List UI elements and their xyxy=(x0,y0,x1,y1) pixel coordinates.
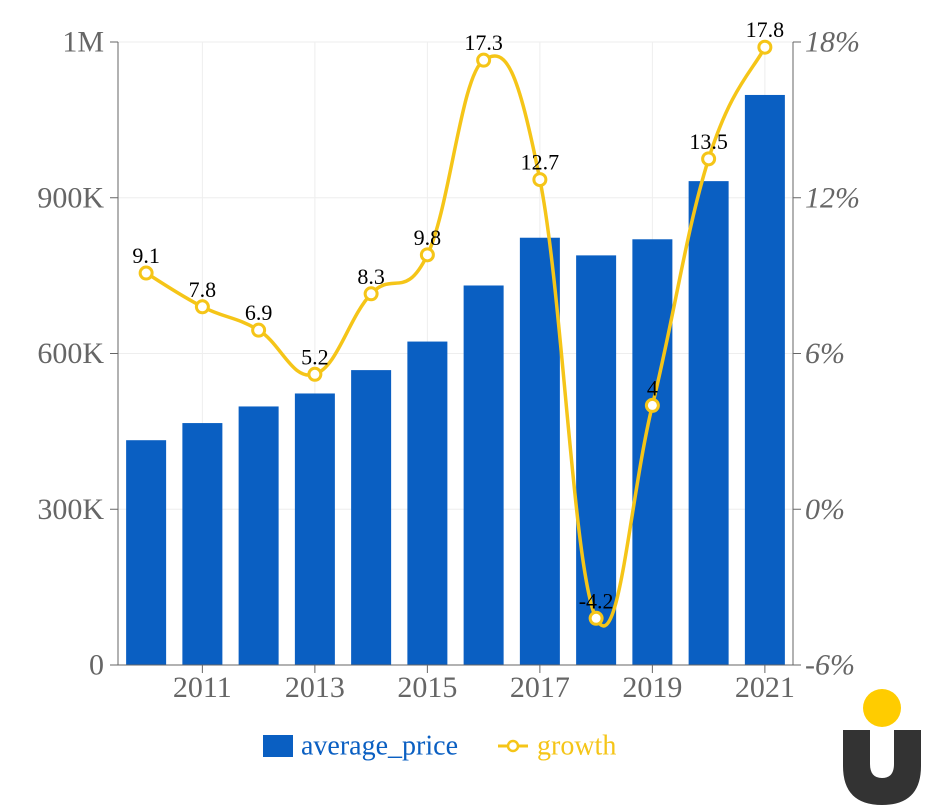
growth-point xyxy=(701,151,717,167)
legend[interactable]: average_price growth xyxy=(263,731,616,762)
logo-dot xyxy=(863,689,901,727)
bar xyxy=(238,406,279,665)
x-tick-label: 2013 xyxy=(285,671,345,704)
growth-data-label: 13.5 xyxy=(689,129,728,154)
growth-point xyxy=(644,397,660,413)
growth-point xyxy=(138,265,154,281)
bar xyxy=(688,181,729,666)
growth-data-label: 5.2 xyxy=(301,344,329,369)
growth-point xyxy=(476,52,492,68)
bar xyxy=(519,237,560,665)
y-right-tick-label: 18% xyxy=(805,26,860,59)
growth-data-label: -4.2 xyxy=(579,588,614,613)
growth-point xyxy=(307,366,323,382)
bar xyxy=(126,440,167,665)
bar xyxy=(351,370,392,665)
legend-swatch-average-price xyxy=(263,735,293,757)
growth-data-label: 17.3 xyxy=(464,30,503,55)
growth-point xyxy=(757,39,773,55)
bar xyxy=(407,341,448,665)
logo-body xyxy=(843,730,921,805)
y-right-tick-label: -6% xyxy=(805,649,855,682)
labels-layer: 9.1 7.8 6.9 5.2 8.3 9.8 17.3 12.7 -4.2 4 13.5 17.8 xyxy=(132,17,784,613)
growth-data-label: 8.3 xyxy=(357,264,385,289)
y-left-tick-label: 0 xyxy=(89,649,104,682)
legend-label-growth: growth xyxy=(537,731,616,762)
bar xyxy=(294,393,335,665)
legend-item-growth[interactable]: growth xyxy=(498,731,616,762)
y-right-tick-label: 0% xyxy=(805,493,845,526)
y-left-tick-label: 900K xyxy=(37,181,104,214)
legend-item-average-price[interactable]: average_price xyxy=(263,731,458,762)
bar xyxy=(632,239,673,666)
bars-layer xyxy=(126,94,785,666)
growth-data-label: 17.8 xyxy=(746,17,785,42)
growth-point xyxy=(588,610,604,626)
bar xyxy=(463,285,504,665)
y-left-tick-label: 300K xyxy=(37,493,104,526)
y-right-tick-label: 6% xyxy=(805,337,845,370)
growth-data-label: 6.9 xyxy=(245,300,273,325)
growth-point xyxy=(194,299,210,315)
growth-point xyxy=(532,172,548,188)
bar xyxy=(182,423,223,665)
x-tick-label: 2019 xyxy=(622,671,682,704)
y-left-tick-label: 1M xyxy=(62,26,104,59)
growth-line xyxy=(145,46,767,628)
growth-data-label: 12.7 xyxy=(521,150,560,175)
growth-data-label: 9.1 xyxy=(132,243,160,268)
y-left-tick-label: 600K xyxy=(37,337,104,370)
line-layer xyxy=(138,39,773,628)
brand-logo xyxy=(843,689,921,805)
x-tick-label: 2021 xyxy=(735,671,795,704)
x-tick-label: 2017 xyxy=(510,671,570,704)
axes-layer: 0 300K 600K 900K 1M -6% 0% 6% 12% 18% 2011 2013 2015… xyxy=(37,26,860,705)
legend-label-average-price: average_price xyxy=(301,731,458,762)
growth-point xyxy=(363,286,379,302)
growth-data-label: 7.8 xyxy=(189,277,217,302)
x-tick-label: 2015 xyxy=(397,671,457,704)
x-tick-label: 2011 xyxy=(173,671,232,704)
bar xyxy=(576,255,617,665)
growth-data-label: 9.8 xyxy=(414,225,442,250)
y-right-tick-label: 12% xyxy=(805,181,860,214)
growth-point xyxy=(419,247,435,263)
legend-swatch-growth-point xyxy=(506,739,520,753)
growth-point xyxy=(251,322,267,338)
growth-data-label: 4 xyxy=(647,375,658,400)
bar xyxy=(744,94,785,665)
